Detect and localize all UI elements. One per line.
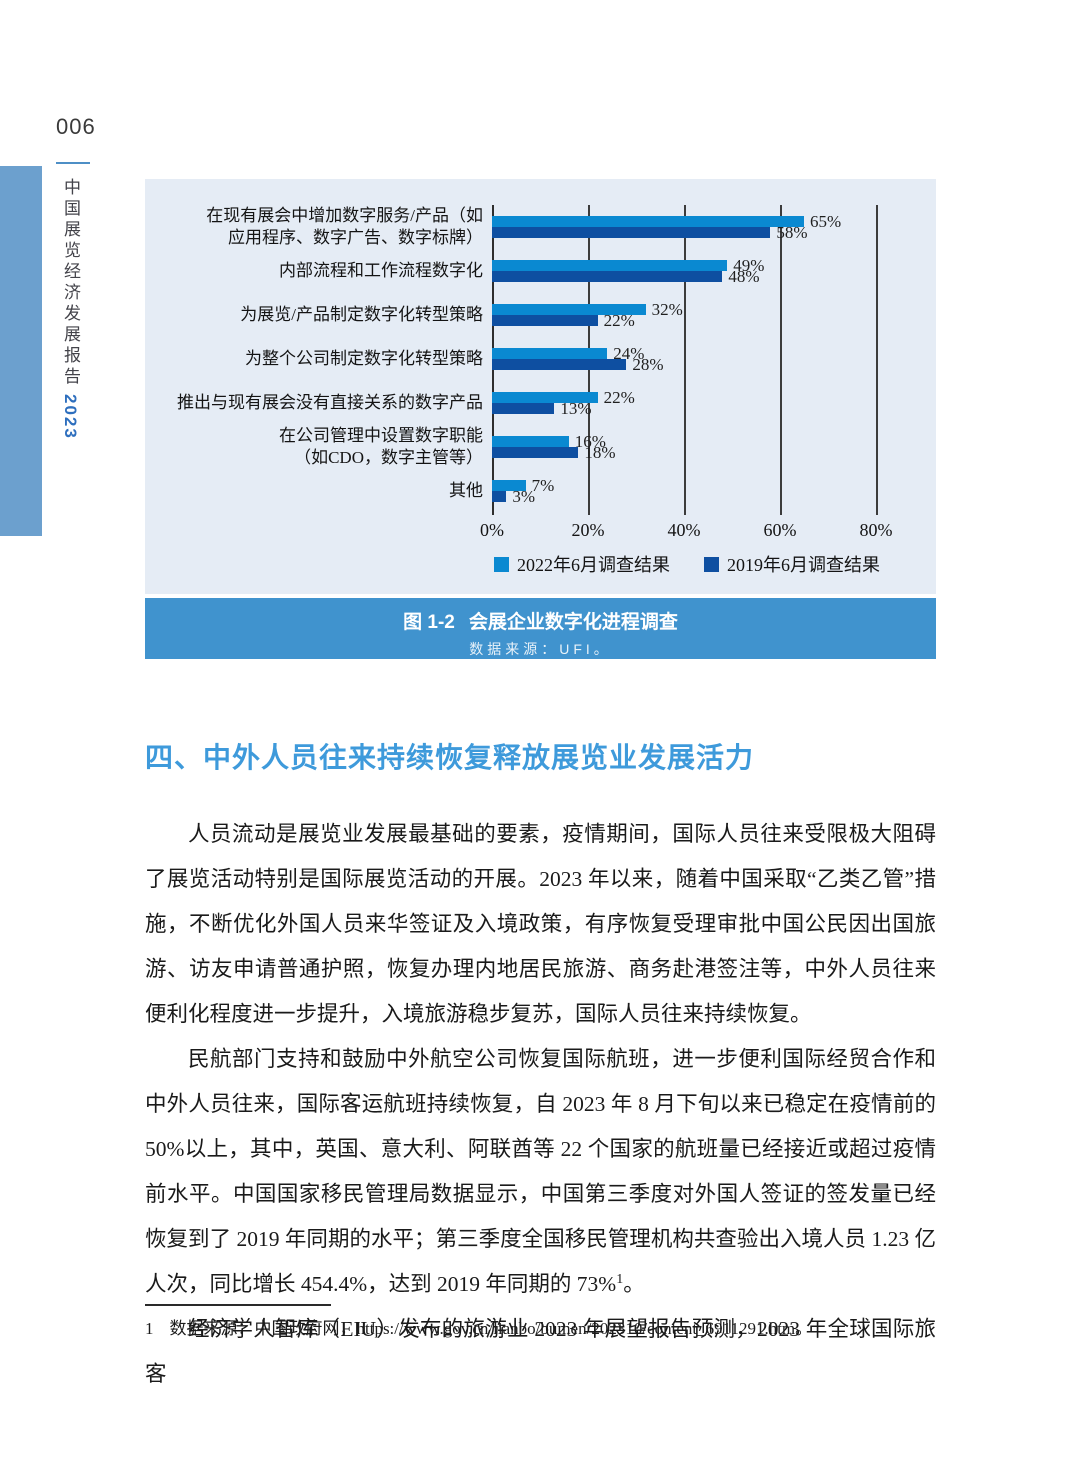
bar-series-1 [492,447,579,458]
footnote-rule [145,1304,331,1306]
category-label: 在公司管理中设置数字职能 （如CDO，数字主管等） [279,426,483,467]
bar-value-label: 22% [603,310,635,330]
page-number-rule [56,162,90,164]
legend-swatch [704,556,719,572]
bar-value-label: 7% [531,475,555,495]
bar-value-label: 13% [560,398,592,418]
sidebar-accent-bar [0,166,42,536]
sidebar-title-year: 2023 [61,394,80,440]
page-number: 006 [56,114,96,139]
bar-series-1 [492,359,627,370]
footnote-text: 数据来源：中国政府网，https://www.gov.cn/lianbo/bum… [169,1319,813,1338]
category-label: 其他 [449,481,483,500]
bar-value-label: 32% [651,299,683,319]
bar-series-1 [492,315,598,326]
bar-series-0 [492,392,598,403]
bar-value-label: 22% [603,387,635,407]
chart-legend: 2022年6月调查结果 2019年6月调查结果 [492,551,882,577]
bar-series-0 [492,304,646,315]
gridline [684,205,686,515]
bar-value-label: 24% [613,343,645,363]
paragraph-1: 人员流动是展览业发展最基础的要素，疫情期间，国际人员往来受限极大阻碍了展览活动特… [145,822,936,1026]
bar-value-label: 49% [733,255,765,275]
bar-series-0 [492,436,569,447]
x-tick-label: 80% [859,520,893,540]
legend-label: 2022年6月调查结果 [517,555,670,575]
sidebar-vertical-title: 中国展览经济发展报告 2023 [58,178,83,478]
bar-series-0 [492,216,804,227]
figure-source-note: 数据来源：UFI。 [469,641,612,657]
chart-plot: 2022年6月调查结果 2019年6月调查结果 0% 20% 40% 60% 80% 在现有… [145,179,936,594]
bar-value-label: 65% [810,211,842,231]
figure-caption-title-line: 图 1-2 会展企业数字化进程调查 [145,607,936,634]
category-label: 推出与现有展会没有直接关系的数字产品 [177,393,483,412]
figure-label: 图 1-2 [403,612,455,633]
bar-series-1 [492,491,507,502]
category-label: 内部流程和工作流程数字化 [279,261,483,280]
sidebar-title-text: 中国展览经济发展报告 [61,178,80,388]
legend-swatch [494,556,509,572]
legend-item: 2022年6月调查结果 [494,551,670,577]
bar-series-0 [492,260,728,271]
x-tick-label: 60% [763,520,797,540]
paragraph-2: 民航部门支持和鼓励中外航空公司恢复国际航班，进一步便利国际经贸合作和中外人员往来… [145,1037,936,1307]
footnote: 1 数据来源：中国政府网，https://www.gov.cn/lianbo/bu… [145,1316,945,1342]
legend-label: 2019年6月调查结果 [727,555,880,575]
category-label: 在现有展会中增加数字服务/产品（如 应用程序、数字广告、数字标牌） [206,206,483,247]
gridline [780,205,782,515]
body-text: 人员流动是展览业发展最基础的要素，疫情期间，国际人员往来受限极大阻碍了展览活动特… [145,812,936,1397]
footnote-reference: 1 [616,1271,624,1287]
paragraph-2-text: 民航部门支持和鼓励中外航空公司恢复国际航班，进一步便利国际经贸合作和中外人员往来… [145,1047,936,1296]
figure-title: 会展企业数字化进程调查 [468,612,678,633]
bar-value-label: 18% [584,442,616,462]
gridline [876,205,878,515]
legend-item: 2019年6月调查结果 [704,551,880,577]
x-tick-label: 20% [571,520,605,540]
x-tick-label: 40% [667,520,701,540]
x-tick-label: 0% [480,520,504,540]
paragraph-3: 经济学人智库（EIU）发布的旅游业 2023 年展望报告预测，2023 年全球国… [145,1317,936,1386]
bar-series-0 [492,480,526,491]
bar-series-0 [492,348,608,359]
bar-value-label: 28% [632,354,664,374]
bar-series-1 [492,403,555,414]
bar-value-label: 16% [574,431,606,451]
bar-value-label: 58% [776,222,808,242]
bar-value-label: 48% [728,266,760,286]
bar-series-1 [492,271,723,282]
category-label: 为展览/产品制定数字化转型策略 [240,305,483,324]
footnote-marker: 1 [145,1319,154,1338]
section-heading: 四、中外人员往来持续恢复释放展览业发展活力 [145,742,755,773]
category-label: 为整个公司制定数字化转型策略 [245,349,483,368]
bar-value-label: 3% [512,486,536,506]
bar-series-1 [492,227,771,238]
paragraph-2-end: 。 [623,1272,645,1296]
figure-caption-bar: 图 1-2 会展企业数字化进程调查 数据来源：UFI。 [145,598,936,659]
